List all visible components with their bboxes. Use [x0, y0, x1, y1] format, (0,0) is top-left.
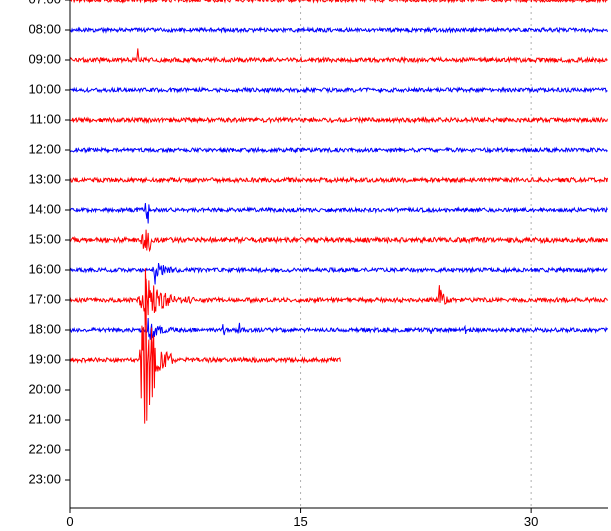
y-tick-label: 16:00 [28, 261, 61, 276]
y-tick-label: 20:00 [28, 381, 61, 396]
x-tick-label: 15 [293, 514, 307, 529]
y-tick-label: 11:00 [29, 111, 61, 126]
x-tick-label: 30 [524, 514, 538, 529]
y-tick-label: 07:00 [28, 0, 61, 6]
y-tick-label: 18:00 [28, 321, 61, 336]
y-tick-label: 21:00 [28, 411, 61, 426]
trace-0700 [70, 0, 607, 2]
x-tick-label: 0 [66, 514, 73, 529]
y-tick-label: 15:00 [28, 231, 61, 246]
y-tick-label: 13:00 [28, 171, 61, 186]
seismogram-chart: 07:00 08:00 09:00 10:00 11:00 12:00 13:00 14:00… [0, 0, 611, 531]
y-tick-label: 23:00 [28, 471, 61, 486]
y-tick-label: 22:00 [28, 441, 61, 456]
y-tick-label: 19:00 [28, 351, 61, 366]
y-tick-label: 12:00 [28, 141, 61, 156]
y-tick-label: 14:00 [28, 201, 61, 216]
y-tick-label: 09:00 [28, 51, 61, 66]
y-tick-label: 08:00 [28, 21, 61, 36]
y-tick-label: 17:00 [28, 291, 61, 306]
y-tick-label: 10:00 [28, 81, 61, 96]
